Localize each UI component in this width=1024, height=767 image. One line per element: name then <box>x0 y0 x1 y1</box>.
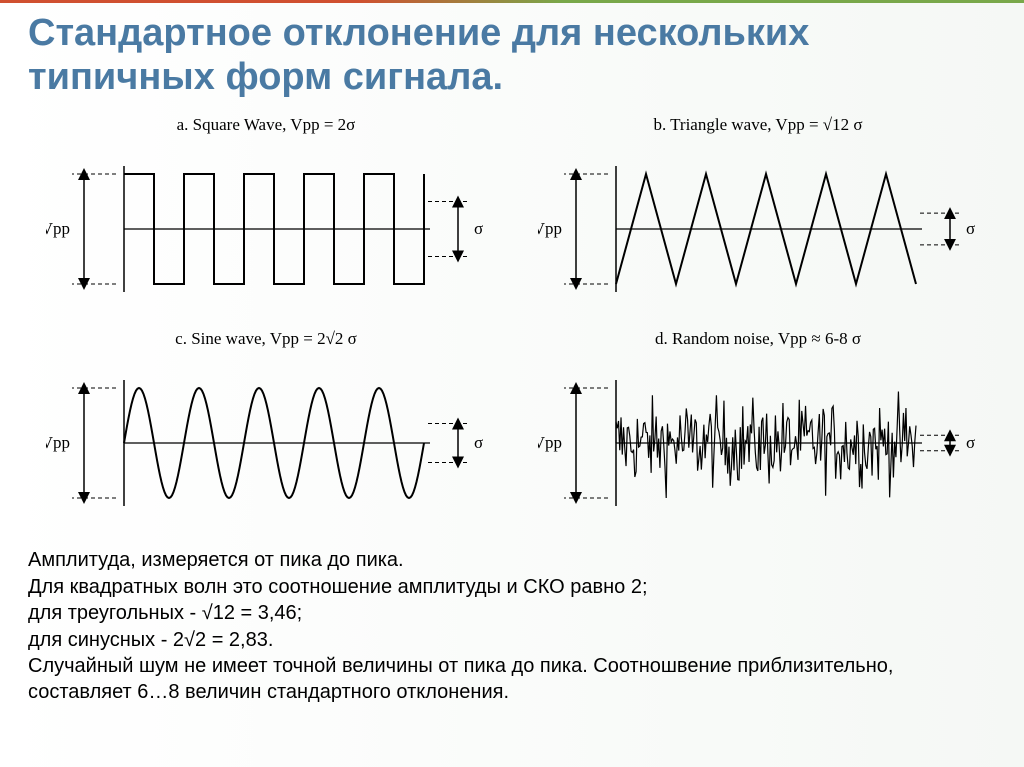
body-line-3: для треугольных - √12 = 3,46; <box>28 600 996 626</box>
svg-text:Vpp: Vpp <box>46 433 70 452</box>
chart-d-svg: Vpp σ <box>538 353 978 533</box>
body-line-4: для синусных - 2√2 = 2,83. <box>28 627 996 653</box>
slide-title: Стандартное отклонение для нескольких ти… <box>0 0 1024 107</box>
chart-d-cell: d. Random noise, Vpp ≈ 6-8 σ Vpp σ <box>522 329 994 533</box>
svg-text:Vpp: Vpp <box>538 219 562 238</box>
chart-a-svg: Vpp σ <box>46 139 486 319</box>
charts-grid: a. Square Wave, Vpp = 2σ Vpp σ b. Triangl… <box>0 107 1024 533</box>
svg-text:σ: σ <box>966 433 975 452</box>
chart-b-svg: Vpp σ <box>538 139 978 319</box>
svg-text:σ: σ <box>474 219 483 238</box>
body-text: Амплитуда, измеряется от пика до пика. Д… <box>0 533 1024 705</box>
chart-d-caption: d. Random noise, Vpp ≈ 6-8 σ <box>655 329 861 349</box>
chart-c-cell: c. Sine wave, Vpp = 2√2 σ Vpp σ <box>30 329 502 533</box>
accent-line <box>0 0 1024 3</box>
svg-text:Vpp: Vpp <box>46 219 70 238</box>
svg-text:σ: σ <box>474 433 483 452</box>
chart-a-cell: a. Square Wave, Vpp = 2σ Vpp σ <box>30 115 502 319</box>
chart-c-caption: c. Sine wave, Vpp = 2√2 σ <box>175 329 357 349</box>
chart-b-cell: b. Triangle wave, Vpp = √12 σ Vpp σ <box>522 115 994 319</box>
body-line-1: Амплитуда, измеряется от пика до пика. <box>28 547 996 573</box>
chart-a-caption: a. Square Wave, Vpp = 2σ <box>177 115 356 135</box>
chart-c-svg: Vpp σ <box>46 353 486 533</box>
body-line-2: Для квадратных волн это соотношение ампл… <box>28 574 996 600</box>
svg-text:Vpp: Vpp <box>538 433 562 452</box>
body-line-5: Случайный шум не имеет точной величины о… <box>28 653 996 706</box>
chart-b-caption: b. Triangle wave, Vpp = √12 σ <box>653 115 862 135</box>
svg-text:σ: σ <box>966 219 975 238</box>
